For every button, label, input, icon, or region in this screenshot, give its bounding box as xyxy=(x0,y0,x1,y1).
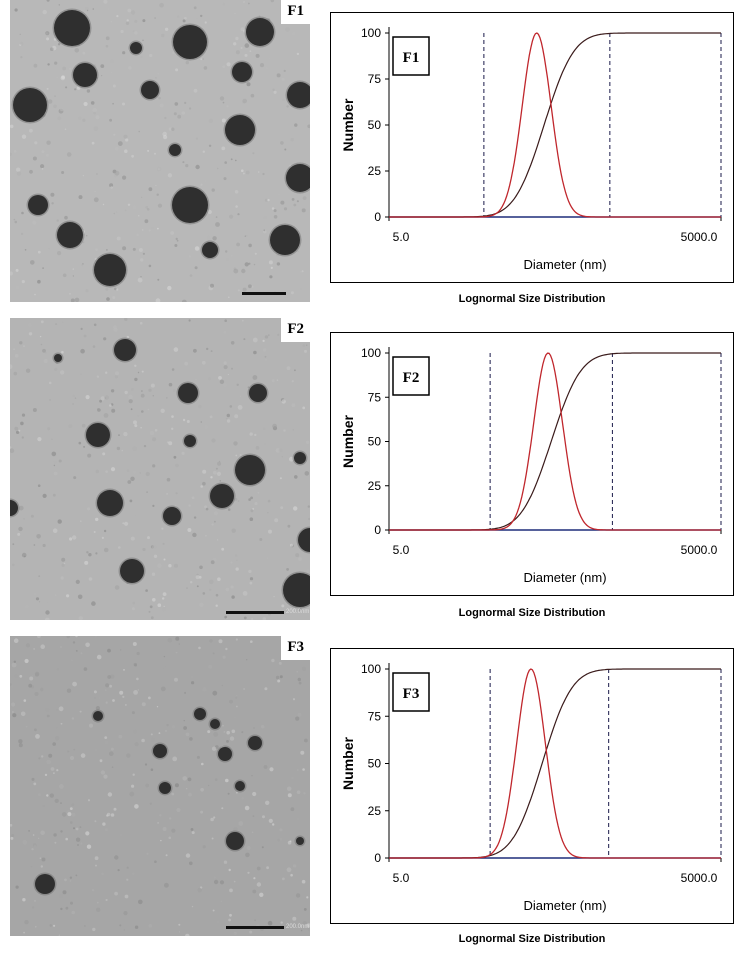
chart-caption: Lognormal Size Distribution xyxy=(458,933,606,945)
y-tick-label: 0 xyxy=(374,210,381,224)
tem-image-f3: 200.0nm F3 xyxy=(10,636,310,936)
distribution-curve xyxy=(389,32,721,218)
y-tick-label: 25 xyxy=(368,479,382,493)
x-tick-label: 5000.0 xyxy=(681,230,718,244)
scale-bar-label: 200.0nm xyxy=(286,924,310,930)
cumulative-curve xyxy=(389,352,721,531)
tem-panel-label: F3 xyxy=(281,636,310,660)
y-axis-label: Number xyxy=(340,737,356,790)
chart-f3: 0 25 50 75 100 5.0 5000.0 Number Diameter (nm) F3 xyxy=(330,648,734,924)
y-tick-label: 100 xyxy=(361,662,381,676)
tem-panel-label: F2 xyxy=(281,318,310,342)
y-tick-label: 75 xyxy=(368,709,382,723)
y-tick-label: 50 xyxy=(368,757,382,771)
scale-bar xyxy=(242,292,286,295)
chart-title: F2 xyxy=(403,370,420,386)
x-tick-label: 5000.0 xyxy=(681,543,718,557)
x-tick-label: 5.0 xyxy=(393,543,410,557)
chart-f1: 0 25 50 75 100 5.0 5000.0 Number Diameter (nm) F1 xyxy=(330,12,734,283)
chart-svg: 0 25 50 75 100 5.0 5000.0 Number Diameter (nm) F3 xyxy=(340,662,722,913)
x-tick-label: 5.0 xyxy=(393,871,410,885)
panel-row-f1: F1 0 25 50 75 100 5.0 5000.0 Number Diameter (nm… xyxy=(0,0,744,315)
tem-image-f1: F1 xyxy=(10,0,310,302)
tem-micrograph xyxy=(10,0,310,302)
chart-svg: 0 25 50 75 100 5.0 5000.0 Number Diameter (nm) F1 xyxy=(340,26,722,272)
chart-svg: 0 25 50 75 100 5.0 5000.0 Number Diameter (nm) F2 xyxy=(340,346,722,585)
chart-title-box xyxy=(392,672,430,712)
y-tick-label: 50 xyxy=(368,118,382,132)
scale-bar xyxy=(226,611,284,614)
tem-micrograph xyxy=(10,318,310,620)
tem-image-f2: 200.0nm F2 xyxy=(10,318,310,620)
y-tick-label: 25 xyxy=(368,164,382,178)
chart-title: F1 xyxy=(403,50,420,66)
y-tick-label: 25 xyxy=(368,804,382,818)
distribution-curve xyxy=(389,668,721,859)
x-axis-label: Diameter (nm) xyxy=(523,898,606,913)
scale-bar xyxy=(226,926,284,929)
scale-bar-label: 200.0nm xyxy=(286,609,310,615)
y-tick-label: 100 xyxy=(361,26,381,40)
chart-title-box xyxy=(392,356,430,396)
chart-title: F3 xyxy=(403,686,420,702)
chart-caption: Lognormal Size Distribution xyxy=(458,607,606,619)
chart-title-box xyxy=(392,36,430,76)
y-axis-label: Number xyxy=(340,415,356,468)
chart-f2: 0 25 50 75 100 5.0 5000.0 Number Diameter (nm) F2 xyxy=(330,332,734,596)
cumulative-curve xyxy=(389,32,721,218)
y-tick-label: 0 xyxy=(374,523,381,537)
cumulative-curve xyxy=(389,668,721,859)
panel-row-f3: 200.0nm F3 0 25 50 75 100 5.0 5000.0 Number Diam… xyxy=(0,636,744,954)
y-tick-label: 100 xyxy=(361,346,381,360)
tem-micrograph xyxy=(10,636,310,936)
x-tick-label: 5000.0 xyxy=(681,871,718,885)
y-axis-label: Number xyxy=(340,98,356,151)
y-tick-label: 75 xyxy=(368,72,382,86)
x-tick-label: 5.0 xyxy=(393,230,410,244)
distribution-curve xyxy=(389,352,721,531)
x-axis-label: Diameter (nm) xyxy=(523,257,606,272)
y-tick-label: 0 xyxy=(374,851,381,865)
panel-row-f2: 200.0nm F2 0 25 50 75 100 5.0 5000.0 Number Diam… xyxy=(0,318,744,628)
chart-caption: Lognormal Size Distribution xyxy=(458,293,606,305)
y-tick-label: 75 xyxy=(368,390,382,404)
tem-panel-label: F1 xyxy=(281,0,310,24)
y-tick-label: 50 xyxy=(368,435,382,449)
x-axis-label: Diameter (nm) xyxy=(523,570,606,585)
